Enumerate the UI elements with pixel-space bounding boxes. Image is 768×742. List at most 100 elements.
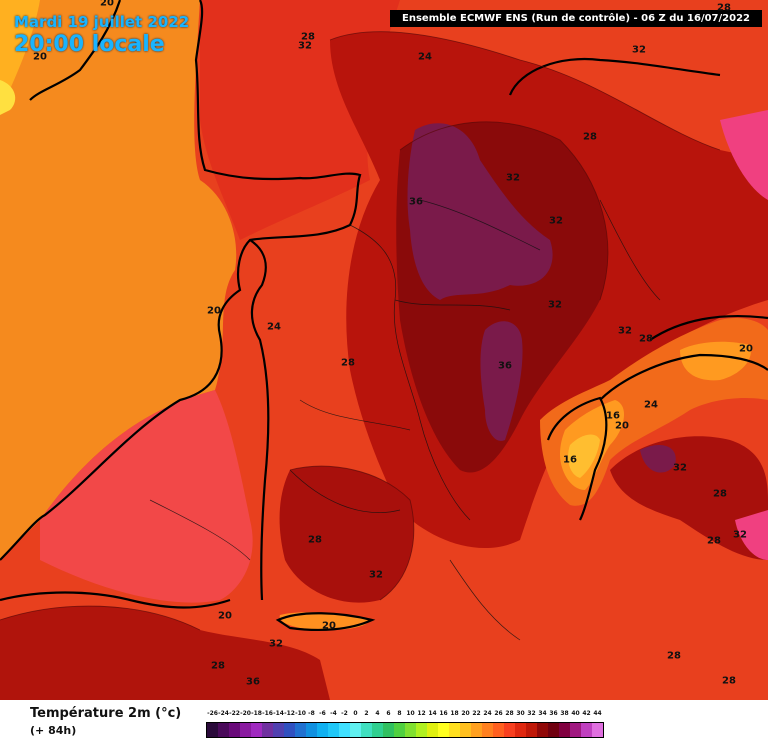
lead-time: (+ 84h) xyxy=(30,724,77,737)
contour-label: 20 xyxy=(615,420,629,432)
legend-swatch xyxy=(537,723,548,737)
legend-tick-label: 8 xyxy=(397,710,402,717)
contour-label: 28 xyxy=(713,488,727,500)
legend-tick-label: 16 xyxy=(439,710,448,717)
legend-swatch xyxy=(394,723,405,737)
legend-tick-label: 4 xyxy=(375,710,380,717)
legend-tick-label: -26 xyxy=(207,710,218,717)
contour-label: 20 xyxy=(322,620,336,632)
legend-tick-label: 34 xyxy=(538,710,547,717)
legend-tick-label: 38 xyxy=(560,710,569,717)
legend-swatch xyxy=(229,723,240,737)
forecast-date: Mardi 19 juillet 2022 xyxy=(14,13,190,31)
legend-swatch xyxy=(482,723,493,737)
legend-swatch xyxy=(438,723,449,737)
legend-swatch xyxy=(218,723,229,737)
legend-tick-label: 2 xyxy=(364,710,369,717)
contour-label: 20 xyxy=(100,0,114,9)
contour-label: 32 xyxy=(733,529,747,541)
contour-label: 20 xyxy=(207,305,221,317)
legend-swatch xyxy=(416,723,427,737)
legend-swatch xyxy=(449,723,460,737)
legend-tick-label: 0 xyxy=(353,710,358,717)
legend-tick-label: -16 xyxy=(262,710,273,717)
contour-label: 28 xyxy=(583,131,597,143)
legend-swatch xyxy=(306,723,317,737)
contour-label: 36 xyxy=(246,676,260,688)
legend-tick-label: 20 xyxy=(461,710,470,717)
legend-swatch xyxy=(317,723,328,737)
legend-swatch xyxy=(328,723,339,737)
contour-label: 36 xyxy=(409,196,423,208)
contour-label: 32 xyxy=(269,638,283,650)
legend-swatch xyxy=(515,723,526,737)
contour-label: 24 xyxy=(418,51,432,63)
legend-tick-label: -20 xyxy=(240,710,251,717)
legend-swatch xyxy=(295,723,306,737)
contour-label: 28 xyxy=(341,357,355,369)
contour-label: 28 xyxy=(667,650,681,662)
legend-swatch xyxy=(262,723,273,737)
legend-tick-label: -18 xyxy=(251,710,262,717)
legend-tick-label: 36 xyxy=(549,710,558,717)
contour-label: 24 xyxy=(644,399,658,411)
legend-tick-label: -10 xyxy=(295,710,306,717)
contour-label: 36 xyxy=(498,360,512,372)
contour-label: 16 xyxy=(606,410,620,422)
legend-swatch xyxy=(570,723,581,737)
contour-label: 32 xyxy=(369,569,383,581)
legend-tick-label: -2 xyxy=(341,710,348,717)
legend-swatch xyxy=(559,723,570,737)
legend-swatch xyxy=(251,723,262,737)
model-run-info: Ensemble ECMWF ENS (Run de contrôle) - 0… xyxy=(390,10,762,27)
legend-tick-label: 10 xyxy=(406,710,415,717)
legend-tick-label: 22 xyxy=(472,710,481,717)
contour-label: 28 xyxy=(301,31,315,43)
legend-swatch xyxy=(350,723,361,737)
contour-label: 28 xyxy=(308,534,322,546)
legend-swatch xyxy=(405,723,416,737)
legend-swatch xyxy=(504,723,515,737)
legend-swatch xyxy=(273,723,284,737)
legend-tick-label: -6 xyxy=(319,710,326,717)
contour-label: 20 xyxy=(739,343,753,355)
map-canvas xyxy=(0,0,768,700)
legend-tick-label: 44 xyxy=(593,710,602,717)
legend-tick-label: 6 xyxy=(386,710,391,717)
color-swatches xyxy=(206,722,604,738)
legend-tick-label: -24 xyxy=(218,710,229,717)
contour-label: 20 xyxy=(33,51,47,63)
legend-tick-label: -22 xyxy=(229,710,240,717)
legend-swatch xyxy=(548,723,559,737)
contour-label: 32 xyxy=(506,172,520,184)
legend-tick-label: 32 xyxy=(527,710,536,717)
legend-tick-label: -14 xyxy=(273,710,284,717)
temperature-map: Mardi 19 juillet 2022 20:00 locale Ensem… xyxy=(0,0,768,700)
legend-tick-label: 40 xyxy=(571,710,580,717)
contour-label: 32 xyxy=(632,44,646,56)
contour-label: 28 xyxy=(707,535,721,547)
legend-swatch xyxy=(592,723,603,737)
legend-tick-label: 24 xyxy=(483,710,492,717)
legend-swatch xyxy=(493,723,504,737)
legend-swatch xyxy=(240,723,251,737)
legend-tick-label: -8 xyxy=(308,710,315,717)
legend-swatch xyxy=(427,723,438,737)
legend-tick-label: 42 xyxy=(582,710,591,717)
contour-label: 32 xyxy=(548,299,562,311)
contour-label: 28 xyxy=(639,333,653,345)
contour-label: 28 xyxy=(211,660,225,672)
contour-label: 32 xyxy=(298,40,312,52)
legend-tick-label: 18 xyxy=(450,710,459,717)
legend-swatch xyxy=(361,723,372,737)
legend-swatch xyxy=(581,723,592,737)
legend-swatch xyxy=(372,723,383,737)
contour-label: 28 xyxy=(722,675,736,687)
legend-tick-label: 30 xyxy=(516,710,525,717)
contour-label: 16 xyxy=(563,454,577,466)
contour-label: 28 xyxy=(717,2,731,14)
legend-tick-label: 14 xyxy=(428,710,437,717)
legend-swatch xyxy=(526,723,537,737)
legend-swatch xyxy=(339,723,350,737)
legend-tick-label: 12 xyxy=(417,710,426,717)
